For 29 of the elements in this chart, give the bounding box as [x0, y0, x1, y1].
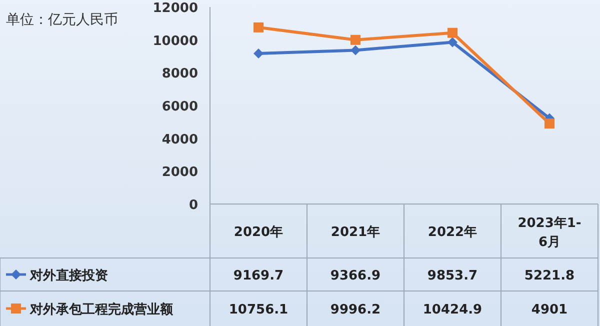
data-label: 10756.1 — [228, 302, 288, 318]
y-tick-label: 6000 — [162, 100, 198, 114]
point — [350, 45, 360, 56]
data-label: 9853.7 — [427, 268, 478, 284]
data-label: 5221.8 — [524, 268, 575, 284]
y-tick-label: 0 — [188, 198, 198, 213]
x-tick-label: 2021年 — [330, 225, 380, 240]
point — [448, 37, 458, 48]
legend-label: 对外直接投资 — [29, 268, 108, 284]
point — [254, 48, 264, 58]
data-label: 9169.7 — [233, 268, 284, 284]
y-tick-label: 12000 — [152, 1, 198, 16]
data-label: 9366.9 — [330, 268, 381, 284]
legend-label: 对外承包工程完成营业额 — [29, 302, 174, 318]
x-tick-label: 2020年 — [234, 225, 284, 240]
point — [544, 118, 554, 129]
x-tick-label: 2023年1-6月 — [518, 216, 582, 250]
text: 单位：亿元人民币 — [6, 12, 118, 28]
y-tick-label: 4000 — [162, 132, 198, 148]
x-tick-label: 2022年 — [428, 225, 478, 240]
y-tick-label: 10000 — [152, 34, 198, 49]
y-tick-label: 2000 — [162, 165, 198, 180]
point — [254, 22, 264, 32]
data-label: 10424.9 — [422, 302, 482, 318]
y-tick-label: 8000 — [162, 66, 198, 82]
data-label: 4901 — [531, 302, 568, 318]
point — [448, 28, 458, 38]
point — [350, 34, 360, 45]
data-label: 9996.2 — [330, 302, 381, 318]
